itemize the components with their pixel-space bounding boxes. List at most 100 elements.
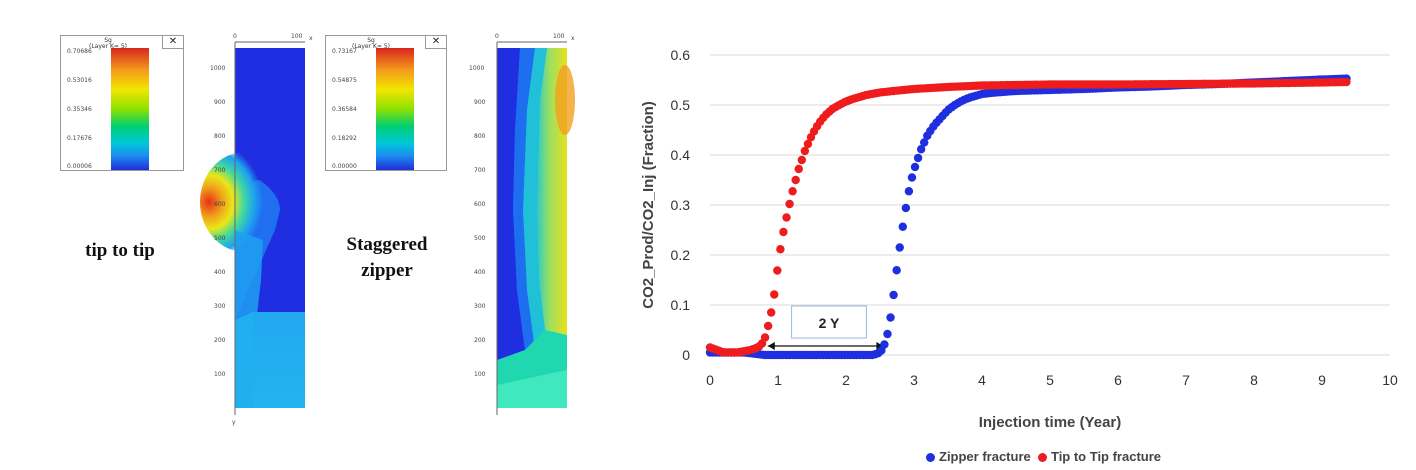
map-y-tick: 900 [214, 99, 226, 106]
map-y-tick: 800 [474, 133, 486, 140]
saturation-map-tip: 0 100 x y 1000 900 800 700 600 500 400 3… [200, 33, 313, 426]
map-y-ticks-staggered: 1000 900 800 700 600 500 400 300 200 100 [469, 65, 486, 378]
map-y-tick: 400 [214, 269, 226, 276]
map-y-tick: 1000 [469, 65, 484, 72]
data-point [1342, 77, 1351, 87]
data-point [760, 333, 770, 342]
y-axis-label: CO2_Prod/CO2_Inj (Fraction) [640, 101, 657, 309]
legend-tick: 0.35346 [67, 106, 92, 113]
map-y-tick: 500 [474, 235, 486, 242]
y-tick-label: 0.1 [671, 297, 691, 313]
data-point [898, 222, 907, 231]
data-point [776, 245, 785, 254]
close-icon[interactable]: ✕ [162, 36, 183, 49]
x-tick-label: 8 [1250, 372, 1258, 388]
legend-box-staggered: Sg (Layer K= 5) ✕ 0.73167 0.54875 0.36584… [325, 35, 447, 171]
legend-tick: 0.17676 [67, 135, 92, 142]
map-y-tick: 400 [474, 269, 486, 276]
map-y-ticks-tip: 1000 900 800 700 600 500 400 300 200 100 [210, 65, 226, 378]
map-y-tick: 300 [214, 303, 226, 310]
map-y-tick: 900 [474, 99, 486, 106]
map-x-tick: 0 [495, 33, 499, 40]
data-point [785, 199, 794, 209]
color-scale-gradient [111, 48, 149, 170]
data-point [895, 243, 904, 252]
saturation-map-staggered: 0 100 x 1000 900 800 700 600 500 400 300… [469, 33, 575, 415]
data-point [883, 329, 892, 339]
co2-ratio-chart: 0 0.1 0.2 0.3 0.4 0.5 0.6 0 1 2 3 4 5 6 7 8 9 10 2 Y Inj… [640, 47, 1398, 431]
annotation-label: 2 Y [819, 315, 840, 331]
map-y-tick: 800 [214, 133, 226, 140]
annotation-arrowhead-left [767, 342, 775, 350]
legend-tick: 0.73167 [332, 48, 357, 55]
data-point [910, 162, 920, 172]
map-axis-y: y [232, 419, 236, 426]
data-point [907, 173, 917, 182]
legend-label-zipper: Zipper fracture [939, 449, 1031, 464]
y-tick-label: 0.3 [671, 197, 691, 213]
chart-legend: Zipper fracture Tip to Tip fracture [926, 449, 1161, 464]
x-tick-label: 5 [1046, 372, 1054, 388]
x-tick-labels: 0 1 2 3 4 5 6 7 8 9 10 [706, 372, 1398, 388]
data-point [889, 290, 898, 300]
x-tick-label: 7 [1182, 372, 1190, 388]
data-point [791, 175, 800, 185]
color-scale-gradient [376, 48, 414, 170]
y-tick-label: 0.5 [671, 97, 691, 113]
data-point [920, 138, 929, 147]
close-icon[interactable]: ✕ [425, 36, 446, 49]
label-staggered-zipper: Staggered zipper [346, 234, 428, 281]
legend-tick: 0.54875 [332, 77, 357, 84]
series-tip-to-tip [705, 77, 1351, 357]
data-point [886, 313, 895, 322]
legend-tick: 0.18292 [332, 135, 357, 142]
data-point [800, 146, 810, 156]
map-axis-x: x [309, 35, 313, 42]
data-point [773, 266, 782, 275]
legend-marker-zipper [926, 453, 935, 462]
data-point [770, 290, 779, 299]
map-y-tick: 200 [474, 337, 486, 344]
legend-tick: 0.53016 [67, 77, 92, 84]
map-y-tick: 600 [214, 201, 226, 208]
y-tick-labels: 0 0.1 0.2 0.3 0.4 0.5 0.6 [671, 47, 691, 363]
x-tick-label: 1 [774, 372, 782, 388]
legend-title-tip: Sg (Layer K= 5) [88, 37, 127, 50]
x-tick-label: 10 [1382, 372, 1398, 388]
data-point [788, 187, 797, 196]
legend-tick: 0.36584 [332, 106, 357, 113]
legend-tick: 0.00000 [332, 163, 357, 170]
data-point [767, 308, 776, 317]
data-point [913, 153, 923, 163]
map-y-tick: 200 [214, 337, 226, 344]
data-point [779, 227, 788, 237]
map-y-tick: 1000 [210, 65, 225, 72]
map-y-tick: 300 [474, 303, 486, 310]
data-point [916, 145, 926, 154]
map-x-tick: 0 [233, 33, 237, 40]
map-y-tick: 100 [474, 371, 486, 378]
y-tick-label: 0.2 [671, 247, 691, 263]
x-tick-label: 3 [910, 372, 918, 388]
map-y-tick: 700 [214, 167, 226, 174]
data-point [794, 164, 803, 174]
legend-title-staggered: Sg (Layer K= 5) [351, 37, 390, 50]
map-y-tick: 700 [474, 167, 486, 174]
x-tick-label: 9 [1318, 372, 1326, 388]
data-point [797, 155, 806, 165]
map-axis-x: x [571, 35, 575, 42]
data-point [901, 203, 911, 213]
annotation-2y: 2 Y [767, 305, 884, 350]
data-points [705, 74, 1351, 360]
legend-box-tip: Sg (Layer K= 5) ✕ 0.70686 0.53016 0.35346… [60, 35, 184, 171]
x-tick-label: 6 [1114, 372, 1122, 388]
y-tick-label: 0 [682, 347, 690, 363]
data-point [782, 213, 791, 222]
legend-tick: 0.70686 [67, 48, 92, 55]
legend-label-tip: Tip to Tip fracture [1050, 449, 1162, 464]
x-tick-label: 2 [842, 372, 850, 388]
x-tick-label: 0 [706, 372, 714, 388]
map-y-tick: 500 [214, 235, 226, 242]
label-tip-to-tip: tip to tip [85, 240, 155, 261]
data-point [880, 340, 889, 349]
